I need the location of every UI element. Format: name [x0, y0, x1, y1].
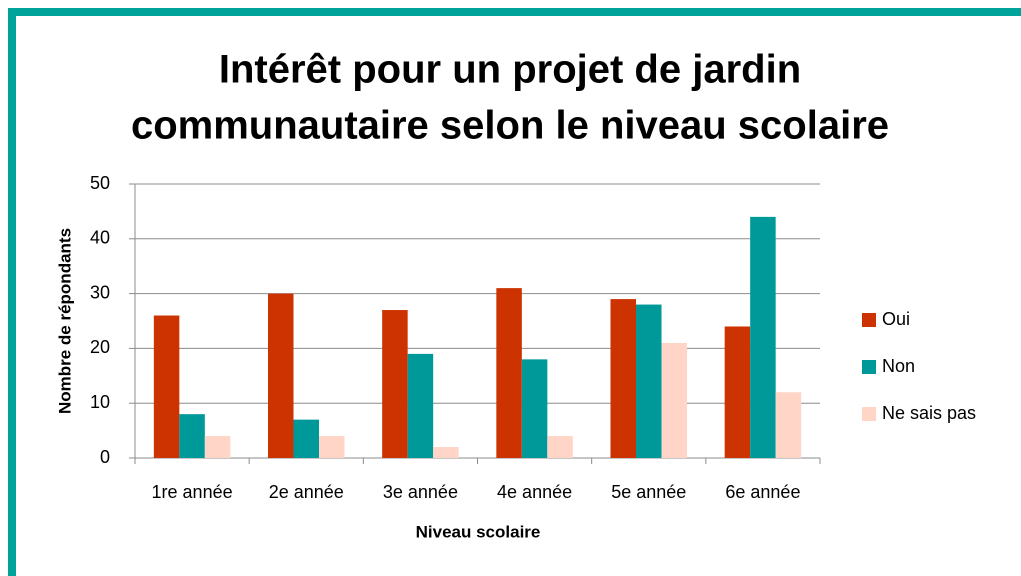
x-tick-label: 4e année [497, 482, 572, 502]
y-tick-label: 40 [90, 228, 110, 248]
x-tick-label: 5e année [611, 482, 686, 502]
x-tick-label: 6e année [725, 482, 800, 502]
legend-swatch [862, 313, 876, 327]
x-tick-label: 3e année [383, 482, 458, 502]
x-tick-label: 2e année [269, 482, 344, 502]
bar [775, 392, 802, 458]
bar [293, 419, 319, 458]
y-tick-label: 10 [90, 392, 110, 412]
bar [724, 326, 751, 458]
bar [610, 299, 636, 458]
bar [496, 288, 522, 458]
chart-title: Intérêt pour un projet de jardin [219, 48, 801, 92]
chart-title: communautaire selon le niveau scolaire [131, 104, 889, 148]
legend-label: Ne sais pas [882, 403, 976, 423]
bar [661, 342, 687, 458]
x-axis-title: Niveau scolaire [416, 522, 541, 541]
bar [153, 315, 180, 458]
bar [268, 293, 294, 458]
y-tick-label: 20 [90, 337, 110, 357]
bar [382, 310, 408, 458]
bar [204, 436, 231, 458]
y-tick-label: 50 [90, 173, 110, 193]
bar [407, 353, 434, 458]
y-axis-title: Nombre de répondants [55, 228, 74, 414]
bar [750, 216, 776, 458]
y-tick-label: 30 [90, 282, 110, 302]
legend-swatch [862, 407, 876, 421]
bar [521, 359, 548, 458]
bar [319, 436, 345, 458]
y-tick-label: 0 [100, 447, 110, 467]
bar [636, 304, 662, 458]
bar [433, 447, 459, 458]
legend-label: Oui [882, 309, 910, 329]
legend-swatch [862, 360, 876, 374]
bar [179, 414, 205, 458]
legend-label: Non [882, 356, 915, 376]
bar [547, 436, 573, 458]
x-tick-label: 1re année [152, 482, 233, 502]
